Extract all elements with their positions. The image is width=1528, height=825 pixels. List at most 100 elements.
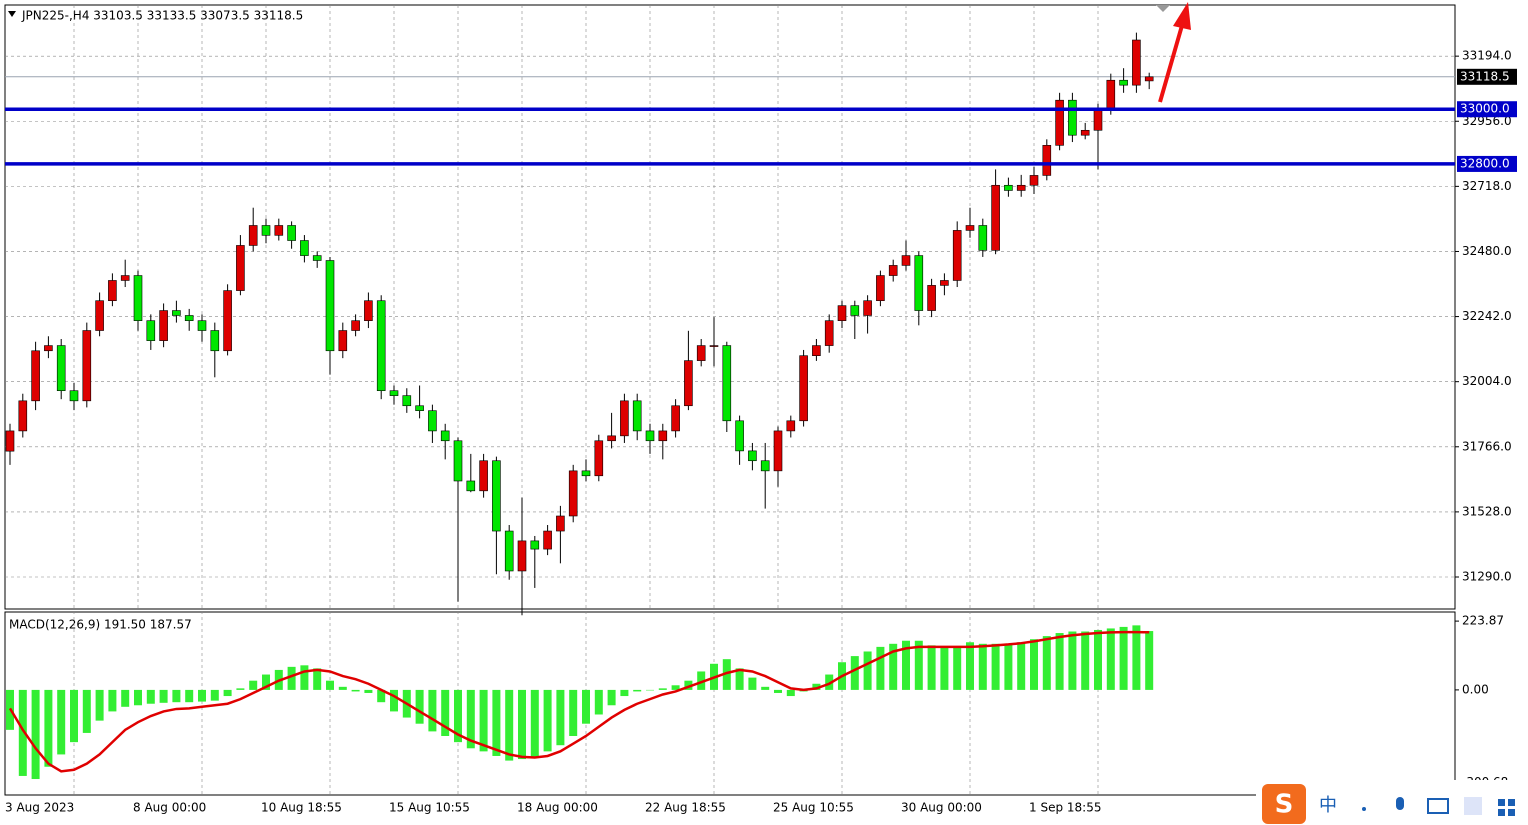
candle-body (274, 225, 284, 236)
y-tick-label: 223.87 (1462, 614, 1504, 628)
ime-punct[interactable] (1362, 807, 1366, 811)
histogram-bar (735, 668, 744, 690)
candle-body (517, 540, 527, 572)
histogram-bar (1106, 628, 1115, 690)
candle-body (504, 530, 514, 572)
candle-body (812, 345, 821, 356)
candle-body (645, 430, 655, 442)
ime-skin[interactable] (1464, 797, 1482, 815)
ime-mic[interactable] (1396, 797, 1404, 810)
candle-body (876, 275, 885, 302)
histogram-bar (876, 646, 885, 690)
histogram-bar (364, 689, 373, 693)
candle-body (1055, 99, 1064, 146)
candle-body (338, 330, 348, 352)
histogram-bar (1055, 633, 1064, 690)
histogram-bar (505, 689, 514, 761)
histogram-bar (454, 689, 462, 743)
histogram-bar (863, 651, 872, 690)
ime-menu[interactable] (1508, 809, 1515, 816)
candle-body (556, 515, 565, 532)
candle-body (888, 265, 898, 276)
menu-triangle[interactable] (8, 11, 16, 17)
candle-body (530, 540, 540, 550)
macd-title: MACD(12,26,9) 191.50 187.57 (9, 618, 192, 632)
histogram-bar (1081, 631, 1090, 690)
histogram-bar (582, 689, 590, 724)
histogram-bar (684, 680, 693, 690)
histogram-bar (159, 689, 168, 703)
histogram-bar (57, 689, 66, 755)
histogram-bar (70, 689, 78, 743)
candle-body (799, 355, 808, 422)
histogram-bar (633, 689, 642, 692)
candle-body (108, 280, 117, 302)
candle-body (351, 320, 360, 331)
candle-body (1132, 39, 1141, 86)
macd-panel (4, 611, 1456, 796)
histogram-bar (287, 666, 296, 690)
candle-body (1004, 184, 1013, 191)
ime-logo: S (1275, 790, 1294, 820)
candle-body (82, 330, 92, 402)
histogram-bar (428, 689, 437, 732)
ime-menu[interactable] (1498, 809, 1505, 816)
candle-body (568, 470, 578, 517)
candle-body (1068, 99, 1077, 136)
price-panel (4, 4, 1456, 610)
histogram-bar (991, 643, 1000, 690)
histogram-bar (825, 674, 834, 690)
candle-body (735, 420, 744, 452)
histogram-bar (518, 689, 526, 760)
ime-menu[interactable] (1508, 799, 1515, 806)
histogram-bar (1094, 629, 1102, 690)
candle-body (428, 410, 437, 432)
histogram-bar (889, 643, 898, 690)
candle-body (978, 225, 988, 251)
histogram-bar (774, 689, 782, 693)
candle-body (120, 275, 130, 281)
candle-body (172, 310, 181, 316)
histogram-bar (620, 689, 629, 697)
histogram-bar (185, 689, 194, 703)
histogram-bar (31, 689, 40, 780)
candle-body (1144, 76, 1154, 82)
y-tick-label: 32242.0 (1462, 309, 1512, 323)
histogram-bar (441, 689, 450, 736)
histogram-bar (108, 689, 117, 712)
histogram-bar (210, 689, 219, 701)
ime-menu[interactable] (1498, 799, 1505, 806)
candle-body (466, 480, 476, 492)
histogram-bar (671, 685, 680, 690)
candle-body (1093, 110, 1103, 131)
ime-keyboard[interactable] (1427, 798, 1449, 814)
level-label: 32800.0 (1460, 156, 1510, 170)
candle-body (18, 400, 28, 432)
candle-body (479, 460, 488, 492)
histogram-bar (1042, 636, 1051, 690)
ime-mode[interactable]: 中 (1319, 795, 1337, 816)
histogram-bar (1119, 626, 1128, 690)
histogram-bar (1132, 625, 1141, 690)
y-tick-label: 32956.0 (1462, 114, 1512, 128)
candle-body (607, 435, 616, 442)
histogram-bar (313, 668, 322, 690)
candle-body (684, 360, 693, 407)
candle-body (146, 320, 156, 341)
candle-body (376, 300, 386, 392)
candle-body (543, 530, 552, 550)
ime-bar: S 中 (1262, 784, 1515, 824)
candle-body (300, 240, 309, 256)
histogram-bar (172, 689, 181, 703)
chart-title: JPN225-,H4 33103.5 33133.5 33073.5 33118… (21, 9, 303, 23)
candle-body (773, 430, 783, 472)
candle-body (248, 225, 258, 246)
candle-body (325, 260, 335, 352)
histogram-bar (697, 671, 706, 690)
ime-logo-box[interactable] (1262, 784, 1306, 824)
candle-body (1106, 79, 1116, 111)
candle-body (991, 184, 1000, 251)
candle-body (1029, 175, 1039, 186)
histogram-bar (134, 689, 142, 706)
